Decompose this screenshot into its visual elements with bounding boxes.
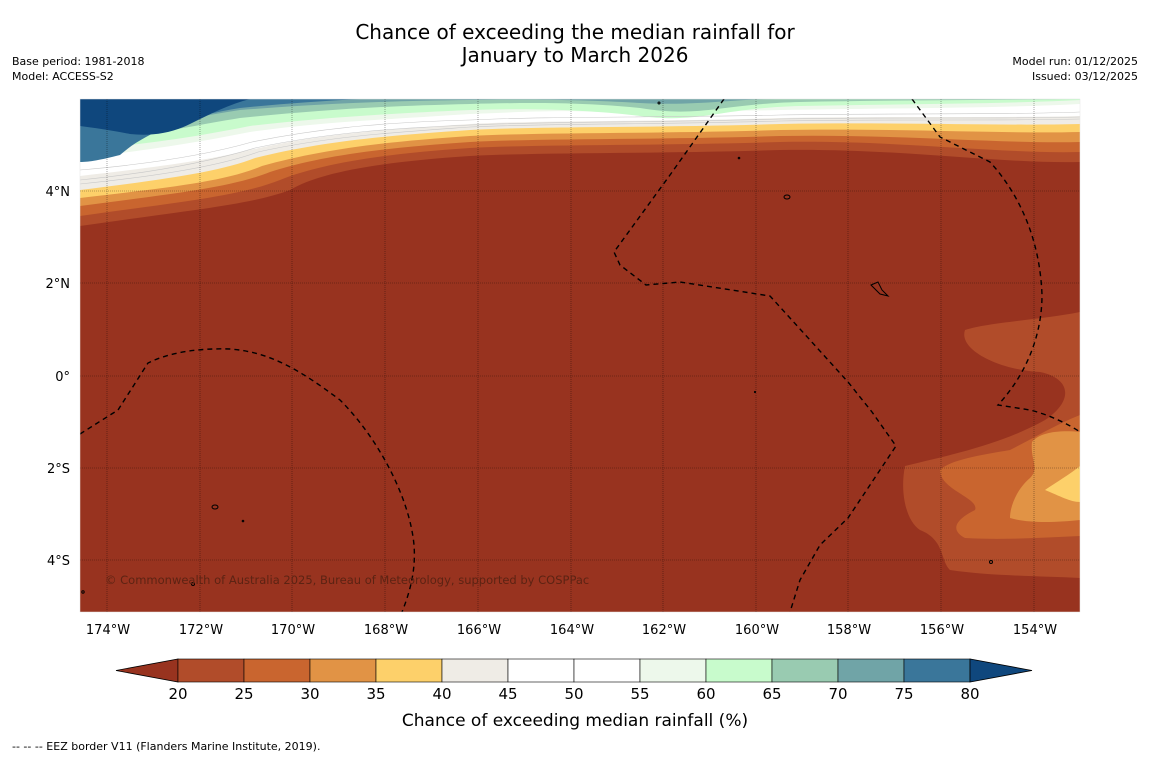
colorbar-segment [573, 658, 641, 683]
island [737, 156, 741, 160]
issued-label: Issued: 03/12/2025 [1031, 70, 1138, 83]
colorbar-tick-label: 80 [960, 685, 979, 703]
island [657, 101, 661, 105]
band-65-70 [80, 99, 1080, 150]
copyright-notice: © Commonwealth of Australia 2025, Bureau… [105, 573, 589, 587]
northern-rainfall-bands [80, 99, 1080, 226]
colorbar-extend-high [969, 658, 1033, 683]
colorbar-segment [837, 658, 905, 683]
eez-legend: -- -- -- EEZ border V11 (Flanders Marine… [12, 740, 321, 753]
colorbar-segment [441, 658, 509, 683]
colorbar-segment [903, 658, 971, 683]
x-tick-label: 172°W [179, 623, 223, 638]
colorbar-tick-label: 75 [894, 685, 913, 703]
colorbar-tick-label: 35 [366, 685, 385, 703]
colorbar-tick-label: 30 [300, 685, 319, 703]
colorbar-tick-label: 20 [168, 685, 187, 703]
map-title-line-1: Chance of exceeding the median rainfall … [355, 20, 795, 44]
colorbar-tick-label: 65 [762, 685, 781, 703]
islands [81, 101, 993, 594]
colorbar-tick-label: 50 [564, 685, 583, 703]
colorbar-tick-label: 25 [234, 685, 253, 703]
y-tick-label: 4°S [47, 554, 70, 569]
y-tick-label: 4°N [46, 185, 71, 200]
model-run-label: Model run: 01/12/2025 [1012, 55, 1138, 68]
colorbar: 20 25 30 35 40 45 50 55 60 65 70 75 80 [115, 658, 1033, 703]
x-tick-label: 170°W [271, 623, 315, 638]
colorbar-segment [309, 658, 377, 683]
x-tick-label: 160°W [735, 623, 779, 638]
x-tick-label: 164°W [550, 623, 594, 638]
colorbar-segment [771, 658, 839, 683]
island [81, 590, 85, 594]
colorbar-tick-label: 60 [696, 685, 715, 703]
band-35-40-east [1010, 431, 1080, 522]
x-tick-label: 174°W [86, 623, 130, 638]
y-axis: 4°N 2°N 0° 2°S 4°S [46, 185, 71, 569]
eez-border-central [613, 99, 897, 612]
fine-contours [80, 111, 1080, 185]
map-plot-area: © Commonwealth of Australia 2025, Bureau… [80, 99, 1080, 612]
colorbar-tick-label: 40 [432, 685, 451, 703]
y-tick-label: 2°N [46, 277, 71, 292]
eez-border-east [911, 99, 1080, 433]
x-tick-label: 162°W [642, 623, 686, 638]
map-frame [79, 98, 1081, 613]
x-tick-label: 166°W [457, 623, 501, 638]
island [989, 560, 993, 564]
colorbar-title: Chance of exceeding median rainfall (%) [402, 711, 748, 731]
island [783, 194, 791, 200]
colorbar-segment [639, 658, 707, 683]
model-label: Model: ACCESS-S2 [12, 70, 114, 83]
colorbar-tick-label: 45 [498, 685, 517, 703]
island [211, 504, 219, 510]
base-period-label: Base period: 1981-2018 [12, 55, 145, 68]
colorbar-segment [177, 658, 245, 683]
x-tick-label: 158°W [827, 623, 871, 638]
x-tick-label: 168°W [364, 623, 408, 638]
island [753, 390, 757, 394]
band-40-45-east [1045, 466, 1080, 502]
island [241, 519, 245, 523]
eez-border-west [80, 348, 416, 612]
colorbar-segment [375, 658, 443, 683]
band-80-plus [80, 99, 250, 135]
colorbar-segment [705, 658, 773, 683]
eez-borders [80, 99, 1080, 612]
graticule [80, 99, 1080, 612]
y-tick-label: 2°S [47, 462, 70, 477]
y-tick-label: 0° [55, 370, 70, 385]
colorbar-tick-label: 55 [630, 685, 649, 703]
colorbar-extend-low [115, 658, 179, 683]
colorbar-segment [243, 658, 311, 683]
x-tick-label: 156°W [920, 623, 964, 638]
x-tick-label: 154°W [1013, 623, 1057, 638]
map-title-line-2: January to March 2026 [461, 43, 689, 67]
eastern-rainfall-bands [903, 312, 1080, 578]
colorbar-segment [507, 658, 575, 683]
x-axis: 174°W 172°W 170°W 168°W 166°W 164°W 162°… [86, 623, 1057, 638]
island [870, 281, 890, 297]
colorbar-tick-label: 70 [828, 685, 847, 703]
band-70-75 [80, 99, 1080, 142]
island [191, 582, 195, 586]
